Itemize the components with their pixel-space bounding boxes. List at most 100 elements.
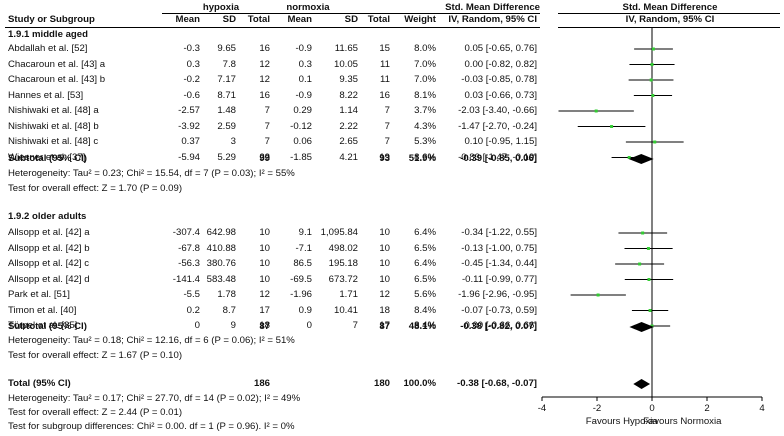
col-total1: Total (247, 14, 270, 25)
x-tick-label: 4 (759, 403, 765, 414)
study-name: Allsopp et al. [42] c (8, 258, 90, 269)
col-ci: IV, Random, 95% CI (448, 14, 537, 25)
mean-normoxia: -7.1 (295, 242, 312, 254)
total-normoxia: 16 (379, 89, 390, 101)
mean-normoxia: 0.29 (293, 105, 312, 116)
col-sd1: SD (222, 14, 236, 25)
subtotal-row-2: Subtotal (95% CI) 87 87 48.1% -0.38 [-0.… (0, 320, 784, 334)
weight: 8.4% (414, 304, 436, 316)
col-study: Study or Subgroup (8, 14, 95, 25)
weight: 6.4% (414, 227, 436, 238)
weight: 3.7% (414, 105, 436, 116)
weight: 5.6% (414, 289, 436, 300)
study-point (646, 247, 650, 250)
total-hypoxia: 22 (259, 151, 270, 163)
study-name: Abdallah et al. [52] (8, 43, 88, 54)
col-mean2: Mean (287, 14, 312, 25)
smd-ci: -0.11 [-0.99, 0.77] (461, 273, 537, 285)
study-row: Chacaroun et al. [43] b -0.2 7.17 12 0.1 9.35… (0, 73, 784, 87)
mean-normoxia: -1.96 (290, 289, 312, 300)
study-point (627, 156, 631, 159)
study-point (653, 140, 657, 144)
total-hypoxia: 7 (264, 120, 270, 132)
smd-table-header: Std. Mean Difference (445, 2, 540, 13)
total-normoxia: 7 (384, 105, 390, 116)
smd-ci: -0.03 [-0.85, 0.78] (461, 74, 537, 85)
x-tick-label: -2 (593, 403, 602, 414)
total-ci: -0.38 [-0.68, -0.07] (457, 378, 537, 389)
total-hypoxia: 10 (259, 258, 270, 269)
mean-hypoxia: -3.92 (178, 120, 200, 132)
sd-hypoxia: 2.59 (217, 120, 236, 132)
col-weight: Weight (404, 14, 436, 25)
study-row: Allsopp et al. [42] a -307.4 642.98 10 9.1 1,… (0, 226, 784, 240)
total-hypoxia: 18 (259, 320, 270, 331)
pooled-diamond (628, 154, 654, 164)
total-weight: 100.0% (403, 378, 436, 389)
study-name: Chacaroun et al. [43] a (8, 58, 106, 70)
smd-ci: 0.00 [-0.66, 0.66] (464, 320, 537, 331)
sd-normoxia: 673.72 (328, 273, 358, 285)
subtotal-n1: 99 (259, 153, 270, 164)
subtotal-row-1: Subtotal (95% CI) 99 93 51.9% -0.39 [-0.… (0, 152, 784, 166)
study-name: Allsopp et al. [42] a (8, 227, 90, 238)
mean-hypoxia: -5.5 (183, 289, 200, 300)
mean-normoxia: 86.5 (293, 258, 312, 269)
study-row: Nishiwaki et al. [48] b -3.92 2.59 7 -0.12 2.… (0, 120, 784, 134)
subtotal-ci: -0.39 [-0.85, 0.06] (460, 153, 537, 164)
overall-effect-2: Test for overall effect: Z = 1.67 (P = 0… (8, 350, 183, 361)
subtotal-n1: 87 (259, 321, 270, 332)
subtotal-ci: -0.38 [-0.82, 0.07] (460, 321, 537, 332)
sd-hypoxia: 410.88 (206, 242, 236, 254)
mean-normoxia: 9.1 (298, 227, 312, 238)
pooled-diamond (629, 322, 654, 332)
smd-ci: -1.96 [-2.96, -0.95] (458, 289, 537, 300)
mean-hypoxia: -307.4 (172, 227, 200, 238)
header-top-line (162, 13, 540, 14)
total-normoxia: 10 (379, 273, 390, 285)
mean-hypoxia: -0.2 (183, 74, 200, 85)
plot-header: Std. Mean Difference (622, 2, 718, 13)
smd-ci: -0.13 [-1.00, 0.75] (461, 242, 537, 254)
weight: 6.5% (414, 273, 436, 285)
smd-ci: -0.34 [-1.22, 0.55] (461, 227, 537, 238)
heterogeneity-1: Heterogeneity: Tau² = 0.23; Chi² = 15.54… (8, 168, 295, 179)
study-point (651, 47, 655, 51)
sd-normoxia: 8.22 (339, 89, 358, 101)
weight: 6.5% (414, 242, 436, 254)
study-name: Chacaroun et al. [43] b (8, 74, 106, 85)
overall-effect-1: Test for overall effect: Z = 1.70 (P = 0… (8, 183, 183, 194)
sd-normoxia: 195.18 (328, 258, 358, 269)
study-name: Nishiwaki et al. [48] b (8, 120, 99, 132)
smd-ci: 0.03 [-0.66, 0.73] (464, 89, 537, 101)
study-row: Nishiwaki et al. [48] a -2.57 1.48 7 0.29 1.1… (0, 104, 784, 118)
study-name: Allsopp et al. [42] b (8, 242, 90, 254)
study-point (594, 109, 598, 113)
study-point (610, 125, 614, 128)
study-point (638, 262, 642, 266)
mean-hypoxia: -141.4 (172, 273, 200, 285)
mean-normoxia: 0.06 (293, 136, 312, 147)
smd-ci: -0.07 [-0.73, 0.59] (461, 304, 537, 316)
subgroup-2-title: 1.9.2 older adults (8, 211, 87, 222)
study-point (649, 78, 653, 82)
study-name: Hannes et al. [53] (8, 89, 84, 101)
total-hypoxia: 10 (259, 227, 270, 238)
weight: 8.0% (414, 43, 436, 54)
mean-normoxia: 0 (306, 320, 312, 331)
sd-normoxia: 2.22 (339, 120, 358, 132)
smd-ci: 0.05 [-0.65, 0.76] (464, 43, 537, 54)
sd-normoxia: 7 (352, 320, 358, 331)
study-name: Park et al. [51] (8, 289, 70, 300)
sd-normoxia: 1.14 (339, 105, 358, 116)
sd-normoxia: 9.35 (339, 74, 358, 85)
total-hypoxia: 7 (264, 136, 270, 147)
study-row: Allsopp et al. [42] c -56.3 380.76 10 86.5 19… (0, 257, 784, 271)
sd-normoxia: 10.41 (333, 304, 358, 316)
study-row: Wiesner et al. [37] -5.94 5.29 22 -1.85 4.21 1… (0, 151, 784, 165)
study-row: Chacaroun et al. [43] a 0.3 7.8 12 0.3 10.05 1… (0, 58, 784, 72)
study-name: Törpel et al. [35] (8, 320, 78, 331)
total-normoxia: 19 (379, 151, 390, 163)
study-row: Hannes et al. [53] -0.6 8.71 16 -0.9 8.22 16 8.… (0, 89, 784, 103)
